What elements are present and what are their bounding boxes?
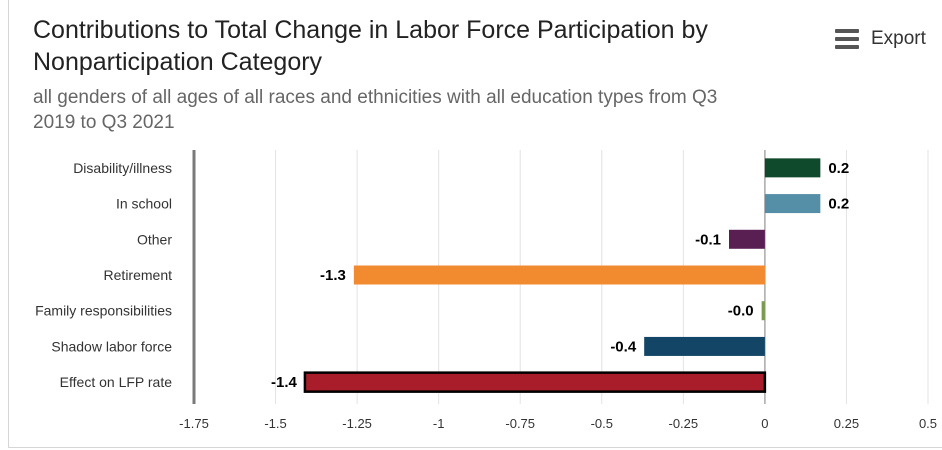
category-label: Effect on LFP rate [60,374,173,390]
data-label: -1.4 [271,374,298,391]
x-tick-label: -0.75 [505,416,535,431]
category-label: Retirement [104,267,173,283]
data-label: -0.0 [728,303,754,320]
x-tick-label: 0.5 [919,416,937,431]
data-label: 0.2 [828,160,849,177]
data-label: -0.1 [695,231,721,248]
data-label: -1.3 [320,267,346,284]
x-tick-label: -1.5 [264,416,286,431]
data-label: 0.2 [828,196,849,213]
menu-icon [835,29,859,49]
chart-frame [8,0,942,448]
chart-title: Contributions to Total Change in Labor F… [33,16,708,76]
bar [764,158,821,178]
x-tick-label: -0.5 [591,416,613,431]
category-label: Family responsibilities [35,303,172,319]
bar [353,265,765,285]
bar [764,194,821,214]
x-tick-label: -0.25 [669,416,699,431]
category-label: Disability/illness [73,160,172,176]
x-tick-label: -1 [433,416,445,431]
category-label: Other [137,231,172,247]
export-label: Export [871,28,926,49]
bar [729,229,765,249]
chart-subtitle: all genders of all ages of all races and… [33,87,718,133]
x-tick-label: -1.75 [179,416,209,431]
export-button[interactable]: Export [835,24,926,54]
bar [761,301,765,321]
category-label: In school [116,196,172,212]
bar [303,371,767,393]
bar [644,336,765,356]
x-tick-label: 0 [761,416,768,431]
x-tick-label: 0.25 [834,416,859,431]
data-label: -0.4 [610,338,637,355]
category-label: Shadow labor force [51,338,172,354]
x-tick-label: -1.25 [342,416,372,431]
